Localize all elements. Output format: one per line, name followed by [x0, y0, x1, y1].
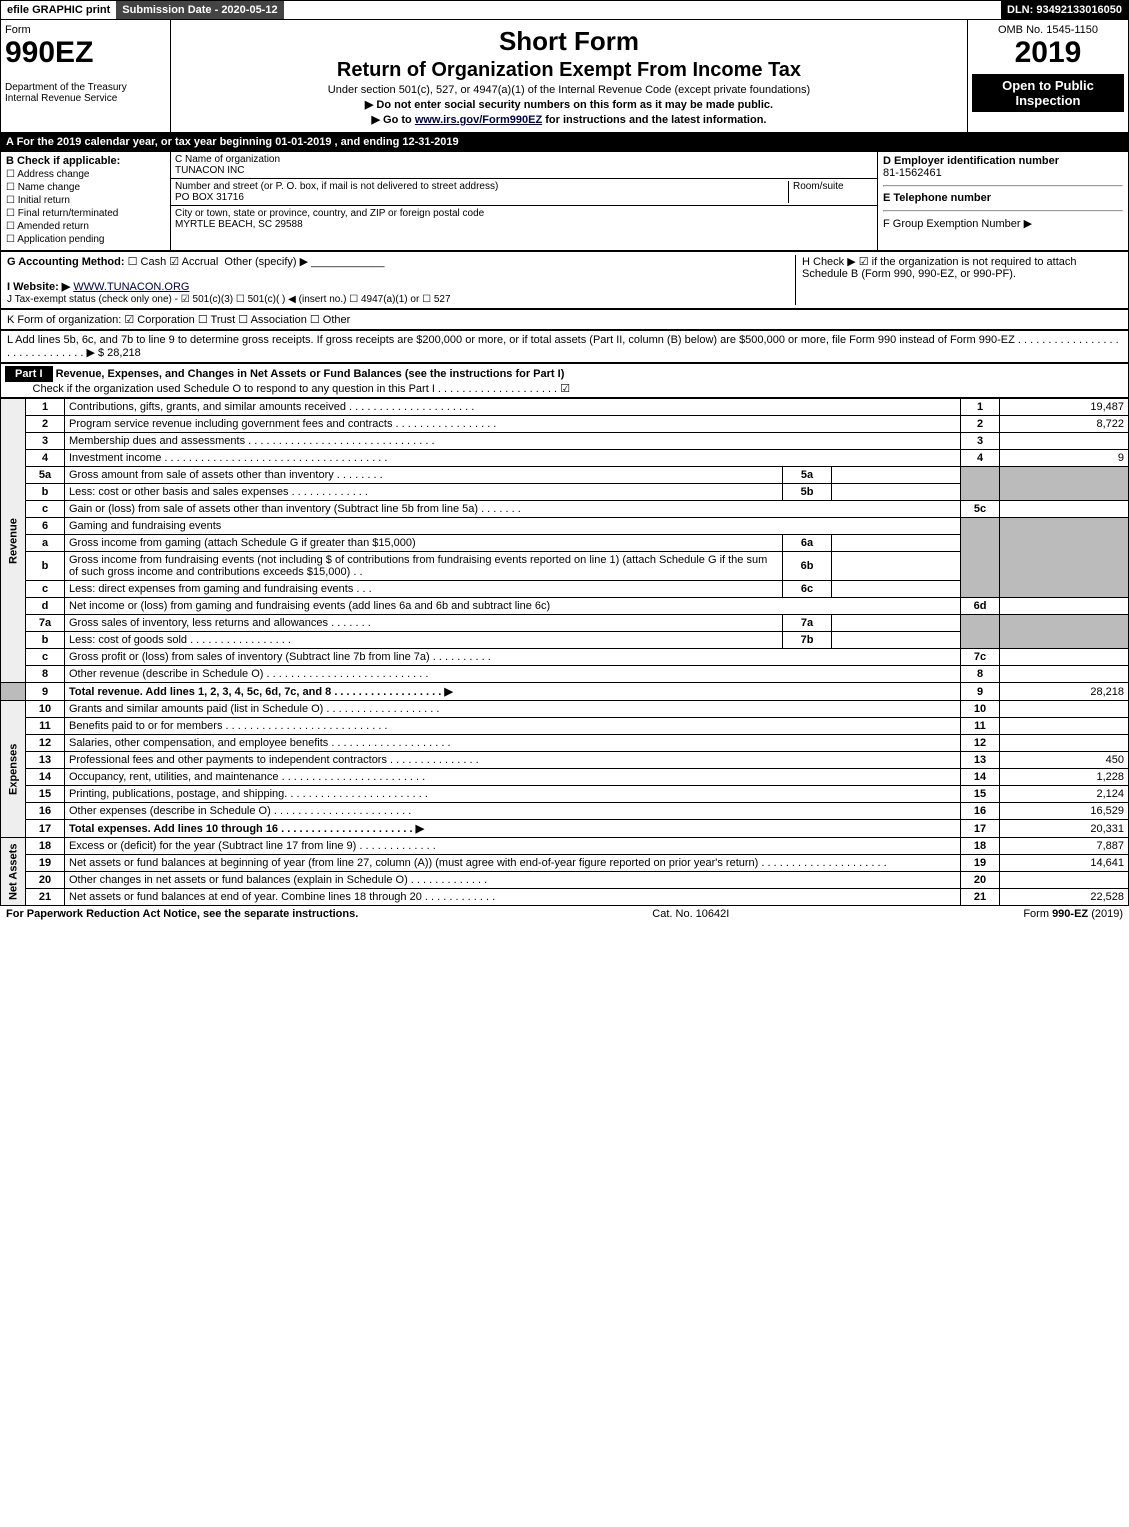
part1-sub: Check if the organization used Schedule … [33, 383, 558, 395]
line17-total: 20,331 [1000, 820, 1129, 838]
room-suite-label: Room/suite [788, 181, 873, 203]
ssn-warning: ▶ Do not enter social security numbers o… [175, 98, 963, 111]
org-address: PO BOX 31716 [175, 192, 788, 203]
entity-info: B Check if applicable: Address change Na… [0, 151, 1129, 251]
chk-pending[interactable]: Application pending [6, 234, 165, 245]
section-l: L Add lines 5b, 6c, and 7b to line 9 to … [0, 330, 1129, 363]
open-inspection: Open to Public Inspection [972, 74, 1124, 112]
chk-address-change[interactable]: Address change [6, 169, 165, 180]
part1-check: ☑ [560, 383, 570, 395]
org-city: MYRTLE BEACH, SC 29588 [175, 219, 873, 230]
line15-value: 2,124 [1000, 786, 1129, 803]
ein-value: 81-1562461 [883, 167, 942, 179]
submission-date: Submission Date - 2020-05-12 [116, 1, 283, 19]
line13-value: 450 [1000, 752, 1129, 769]
part1-label: Part I [5, 366, 53, 382]
chk-final[interactable]: Final return/terminated [6, 208, 165, 219]
section-k: K Form of organization: ☑ Corporation ☐ … [0, 309, 1129, 330]
section-b-label: B Check if applicable: [6, 155, 120, 167]
part1-header-row: Part I Revenue, Expenses, and Changes in… [0, 363, 1129, 398]
irs-label: Internal Revenue Service [5, 93, 166, 104]
part1-table: Revenue 1 Contributions, gifts, grants, … [0, 398, 1129, 906]
ein-label: D Employer identification number [883, 155, 1059, 167]
checkbox-icon [6, 169, 15, 180]
form-number: 990EZ [5, 36, 166, 70]
line14-value: 1,228 [1000, 769, 1129, 786]
line4-value: 9 [1000, 450, 1129, 467]
chk-amended[interactable]: Amended return [6, 221, 165, 232]
website-link[interactable]: WWW.TUNACON.ORG [73, 281, 189, 293]
line19-value: 14,641 [1000, 855, 1129, 872]
checkbox-icon [6, 182, 15, 193]
city-label: City or town, state or province, country… [175, 208, 873, 219]
efile-label[interactable]: efile GRAPHIC print [1, 1, 116, 19]
form-label: Form [5, 24, 166, 36]
chk-initial[interactable]: Initial return [6, 195, 165, 206]
section-g-h: G Accounting Method: Cash Accrual Other … [0, 251, 1129, 309]
checkbox-icon [6, 221, 15, 232]
line16-value: 16,529 [1000, 803, 1129, 820]
section-b: B Check if applicable: Address change Na… [1, 152, 171, 250]
dln-label: DLN: 93492133016050 [1001, 1, 1128, 19]
form-header: Form 990EZ Department of the Treasury In… [0, 20, 1129, 133]
dept-label: Department of the Treasury [5, 82, 166, 93]
tax-exempt-status: J Tax-exempt status (check only one) - ☑… [7, 294, 451, 305]
paperwork-notice: For Paperwork Reduction Act Notice, see … [6, 908, 358, 920]
short-form-title: Short Form [175, 26, 963, 57]
line1-value: 19,487 [1000, 399, 1129, 416]
expenses-label: Expenses [1, 701, 26, 838]
netassets-label: Net Assets [1, 838, 26, 906]
org-name: TUNACON INC [175, 165, 873, 176]
line18-value: 7,887 [1000, 838, 1129, 855]
omb-number: OMB No. 1545-1150 [972, 24, 1124, 36]
goto-instructions: ▶ Go to www.irs.gov/Form990EZ for instru… [175, 113, 963, 126]
form-ref: Form 990-EZ (2019) [1023, 908, 1123, 920]
line9-total: 28,218 [1000, 683, 1129, 701]
tax-year-range: A For the 2019 calendar year, or tax yea… [0, 133, 1129, 151]
accounting-label: G Accounting Method: [7, 256, 125, 268]
top-bar: efile GRAPHIC print Submission Date - 20… [0, 0, 1129, 20]
checkbox-icon [6, 234, 15, 245]
checkbox-icon [128, 256, 138, 268]
checkbox-icon [169, 256, 179, 268]
addr-label: Number and street (or P. O. box, if mail… [175, 181, 788, 192]
org-name-label: C Name of organization [175, 154, 873, 165]
line21-value: 22,528 [1000, 889, 1129, 906]
section-h: H Check ▶ ☑ if the organization is not r… [795, 255, 1122, 305]
irs-link[interactable]: www.irs.gov/Form990EZ [415, 114, 542, 126]
cat-number: Cat. No. 10642I [652, 908, 729, 920]
checkbox-icon [6, 208, 15, 219]
chk-name-change[interactable]: Name change [6, 182, 165, 193]
checkbox-icon [6, 195, 15, 206]
page-footer: For Paperwork Reduction Act Notice, see … [0, 906, 1129, 922]
group-exemption-label: F Group Exemption Number ▶ [883, 218, 1032, 230]
phone-label: E Telephone number [883, 192, 991, 204]
website-label: I Website: ▶ [7, 281, 70, 293]
under-section: Under section 501(c), 527, or 4947(a)(1)… [175, 84, 963, 96]
tax-year: 2019 [972, 36, 1124, 70]
revenue-label: Revenue [1, 399, 26, 683]
return-subtitle: Return of Organization Exempt From Incom… [175, 59, 963, 82]
line2-value: 8,722 [1000, 416, 1129, 433]
part1-title: Revenue, Expenses, and Changes in Net As… [56, 368, 565, 380]
